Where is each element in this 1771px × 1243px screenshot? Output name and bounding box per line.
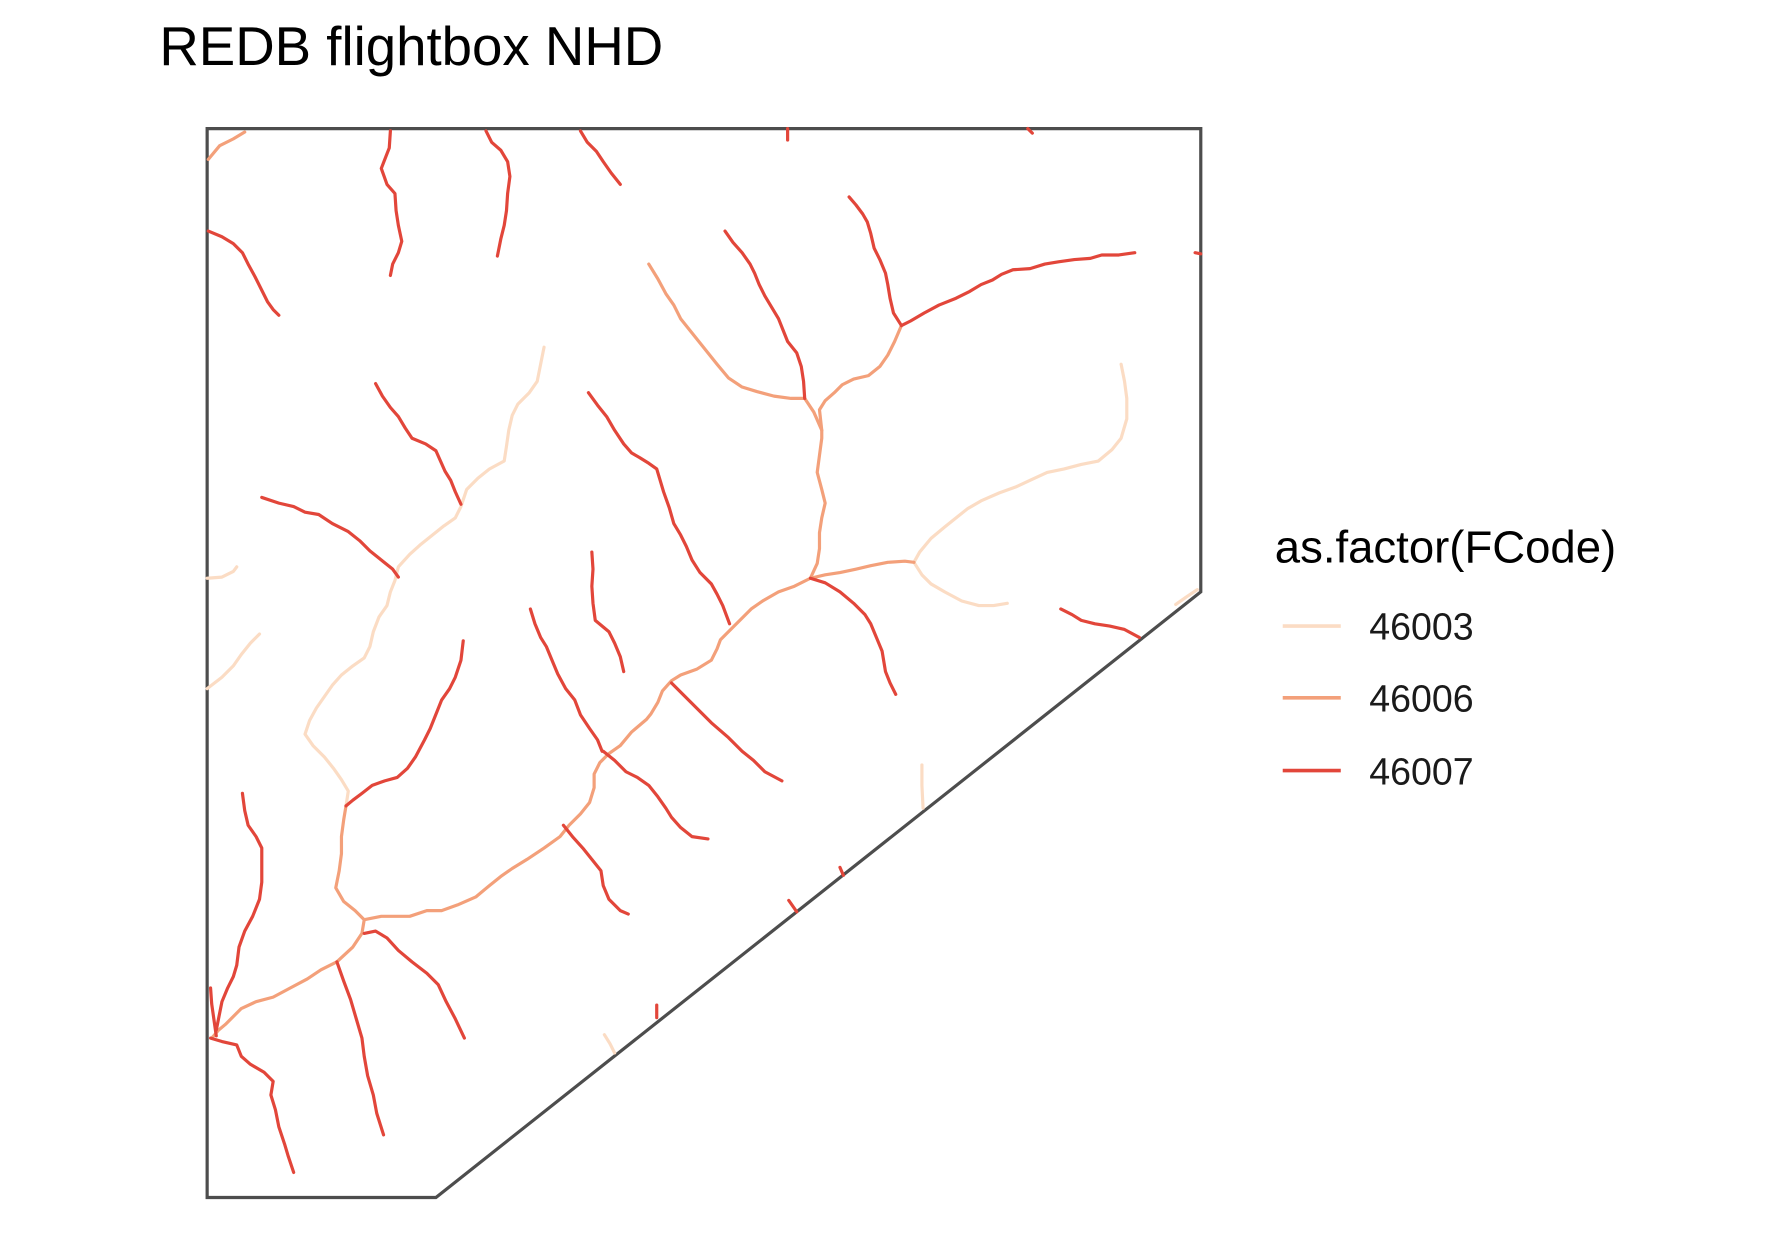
legend-title: as.factor(FCode) bbox=[1275, 521, 1616, 572]
legend-label-46006: 46006 bbox=[1369, 677, 1473, 719]
flowline-46003 bbox=[205, 632, 262, 691]
flowline-46007 bbox=[787, 898, 799, 914]
flowline-46007 bbox=[847, 195, 904, 328]
plot-title: REDB flightbox NHD bbox=[159, 16, 663, 77]
flowline-46003 bbox=[920, 763, 925, 810]
flowline-46007 bbox=[484, 129, 512, 258]
flowline-46006 bbox=[362, 576, 812, 922]
flowline-46007 bbox=[561, 823, 630, 916]
flowline-46007 bbox=[808, 576, 898, 696]
flowline-46007 bbox=[1193, 251, 1203, 256]
flowline-46007 bbox=[208, 986, 218, 1038]
flowline-46007 bbox=[899, 251, 1137, 328]
legend-label-46007: 46007 bbox=[1369, 750, 1473, 792]
flowline-46003 bbox=[205, 565, 239, 580]
flowline-46007 bbox=[723, 229, 807, 400]
flowline-46003 bbox=[912, 362, 1129, 608]
flowline-46007 bbox=[528, 607, 604, 753]
flowlines-46006 bbox=[206, 130, 916, 1040]
flowlines-46003 bbox=[205, 345, 1199, 1055]
flowline-46007 bbox=[669, 681, 784, 783]
flowline-46007 bbox=[208, 1036, 296, 1175]
legend-item-46007: 46007 bbox=[1282, 750, 1474, 792]
flowline-46007 bbox=[260, 495, 400, 579]
flowlines-46007 bbox=[206, 127, 1203, 1175]
flightbox-boundary bbox=[205, 127, 1203, 1200]
flowline-46003 bbox=[303, 345, 546, 808]
legend-label-46003: 46003 bbox=[1369, 606, 1473, 648]
flowline-46003 bbox=[602, 1033, 617, 1055]
flowline-46006 bbox=[334, 804, 366, 922]
flowline-46006 bbox=[808, 323, 904, 580]
flowline-46006 bbox=[808, 559, 916, 580]
flowline-46003 bbox=[1174, 588, 1199, 607]
flowline-46007 bbox=[838, 865, 845, 877]
flowline-46007 bbox=[379, 129, 404, 278]
flowline-46007 bbox=[214, 791, 264, 1032]
flowline-46007 bbox=[590, 550, 626, 674]
flowline-46007 bbox=[1059, 607, 1141, 640]
flowline-46007 bbox=[374, 382, 463, 506]
flowline-46007 bbox=[586, 391, 732, 626]
flowline-46007 bbox=[206, 229, 281, 317]
flowline-46007 bbox=[362, 929, 466, 1040]
flowline-46006 bbox=[206, 130, 247, 161]
flowline-46007 bbox=[601, 749, 710, 841]
flowline-46006 bbox=[210, 918, 366, 1040]
flowline-46007 bbox=[1026, 127, 1034, 135]
legend-item-46006: 46006 bbox=[1282, 677, 1474, 719]
flowline-46007 bbox=[578, 129, 622, 186]
legend-item-46003: 46003 bbox=[1282, 606, 1474, 648]
flowline-46007 bbox=[344, 639, 465, 808]
flowline-46007 bbox=[335, 960, 386, 1137]
legend: as.factor(FCode) 46003 46006 46007 bbox=[1275, 521, 1616, 792]
flowline-46006 bbox=[647, 262, 824, 432]
